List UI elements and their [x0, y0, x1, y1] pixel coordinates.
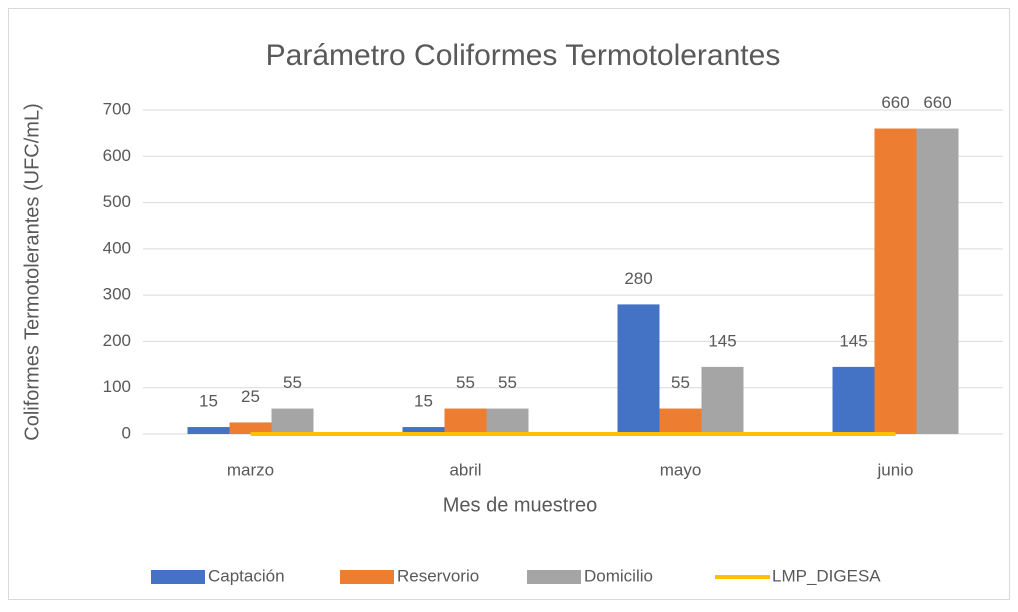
data-label: 55: [283, 373, 302, 392]
data-label: 660: [881, 93, 909, 112]
y-tick-label: 600: [103, 146, 131, 165]
legend-swatch: [340, 570, 394, 584]
y-tick-label: 700: [103, 99, 131, 118]
bar: [916, 128, 959, 434]
y-tick-label: 100: [103, 377, 131, 396]
bar: [444, 408, 487, 434]
chart-title: Parámetro Coliformes Termotolerantes: [266, 39, 781, 72]
chart-border: [8, 8, 1010, 600]
legend-swatch: [527, 570, 581, 584]
data-label: 55: [671, 373, 690, 392]
data-label: 145: [708, 331, 736, 350]
legend-label: Captación: [208, 566, 285, 585]
legend-swatch: [151, 570, 205, 584]
x-tick-label: junio: [877, 460, 914, 479]
data-label: 15: [414, 392, 433, 411]
y-tick-label: 500: [103, 192, 131, 211]
y-tick-label: 0: [122, 423, 131, 442]
legend-label: LMP_DIGESA: [772, 566, 881, 585]
legend-label: Reservorio: [397, 566, 479, 585]
legend-label: Domicilio: [584, 566, 653, 585]
x-axis-title: Mes de muestreo: [443, 494, 598, 516]
bar: [874, 128, 917, 434]
bar: [229, 422, 272, 434]
y-tick-label: 300: [103, 285, 131, 304]
data-label: 145: [839, 331, 867, 350]
bar: [402, 427, 445, 434]
bar: [486, 408, 529, 434]
data-label: 55: [498, 373, 517, 392]
y-tick-label: 200: [103, 331, 131, 350]
x-tick-label: marzo: [227, 460, 274, 479]
data-label: 55: [456, 373, 475, 392]
data-label: 25: [241, 387, 260, 406]
y-axis-title: Coliformes Termotolerantes (UFC/mL): [21, 103, 43, 441]
y-tick-label: 400: [103, 238, 131, 257]
data-label: 280: [624, 269, 652, 288]
bar: [832, 366, 875, 434]
bar: [617, 304, 660, 434]
bar: [701, 366, 744, 434]
bar: [659, 408, 702, 434]
x-tick-label: mayo: [660, 460, 702, 479]
bar: [271, 408, 314, 434]
data-label: 660: [923, 93, 951, 112]
data-label: 15: [199, 392, 218, 411]
bar: [187, 427, 230, 434]
x-tick-label: abril: [449, 460, 481, 479]
